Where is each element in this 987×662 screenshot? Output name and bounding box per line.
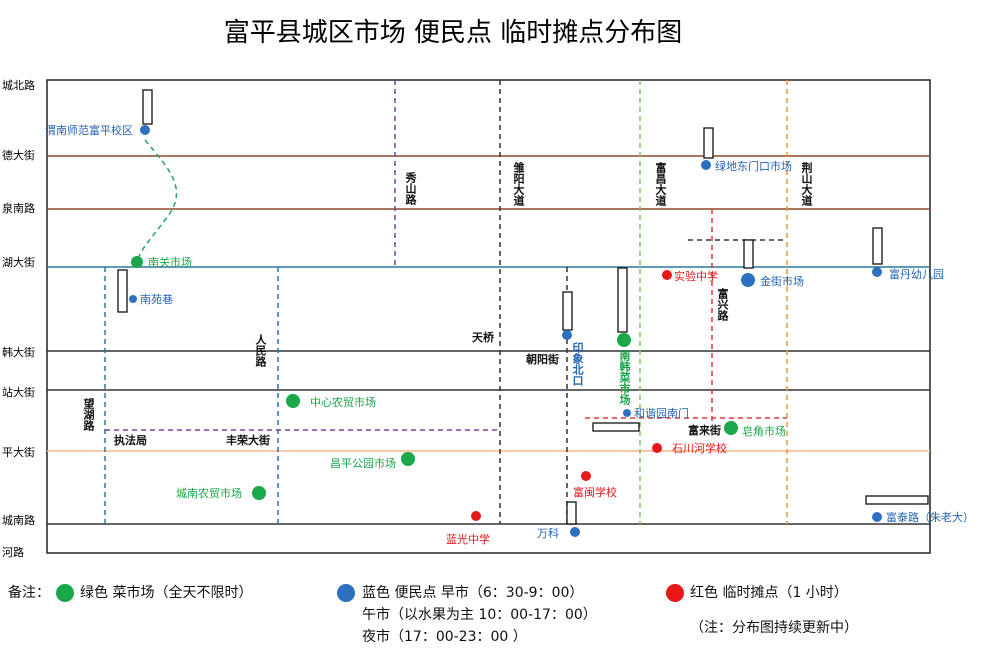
point-label: 昌平公园市场 bbox=[330, 456, 396, 470]
point-label: 金街市场 bbox=[760, 274, 804, 288]
bridge bbox=[743, 239, 754, 269]
map-title: 富平县城区市场 便民点 临时摊点分布图 bbox=[224, 18, 683, 48]
point-label: 富泰路（朱老大） bbox=[886, 510, 974, 524]
point-label: 中心农贸市场 bbox=[310, 395, 376, 409]
map-frame bbox=[46, 79, 931, 554]
point-label: 蓝光中学 bbox=[446, 532, 490, 546]
blue-dot bbox=[741, 273, 755, 287]
legend-swatch bbox=[56, 584, 74, 602]
blue-dot bbox=[701, 160, 711, 170]
street-label: 城北路 bbox=[2, 79, 35, 92]
street-label: 泉南路 bbox=[2, 201, 35, 215]
blue-dot bbox=[562, 330, 572, 340]
legend-text: 绿色 菜市场（全天不限时） bbox=[80, 584, 252, 601]
road-label: 望湖路 bbox=[82, 397, 95, 432]
legend: 备注： 绿色 菜市场（全天不限时） 蓝色 便民点 早市（6：30-9：00） 午… bbox=[8, 584, 858, 645]
red-dot bbox=[662, 270, 672, 280]
legend-text: 蓝色 便民点 早市（6：30-9：00） bbox=[362, 584, 583, 601]
blue-points: 渭南师范富平校区 绿地东门口市场 金街市场 富丹幼儿园 南苑巷 印象北口 和谐园… bbox=[45, 123, 974, 540]
blue-dot bbox=[570, 527, 580, 537]
point-label: 城南农贸市场 bbox=[176, 486, 242, 500]
blue-dot bbox=[140, 125, 150, 135]
red-dot bbox=[652, 443, 662, 453]
road-label: 天桥 bbox=[472, 330, 495, 344]
road-line bbox=[136, 139, 178, 263]
road-label: 富兴路 bbox=[716, 287, 729, 322]
point-label: 渭南师范富平校区 bbox=[45, 123, 133, 137]
road-labels: 秀山路 雏阳大道 富昌大道 荆山大道 人民路 望湖路 富兴路 天桥 朝阳街 丰荣… bbox=[82, 161, 813, 447]
road-label: 富昌大道 bbox=[654, 161, 667, 207]
street-labels: 城北路 德大街 泉南路 湖大街 韩大街 站大街 平大街 城南路 河路 bbox=[2, 79, 35, 559]
road-label: 执法局 bbox=[114, 433, 147, 447]
green-dot bbox=[401, 452, 415, 466]
legend-text: 午市（以水果为主 10：00-17：00） bbox=[362, 606, 597, 623]
point-label: 实验中学 bbox=[674, 269, 718, 283]
legend-swatch bbox=[337, 584, 355, 602]
street-label: 平大街 bbox=[2, 445, 35, 459]
bridge bbox=[865, 495, 929, 505]
road-label: 荆山大道 bbox=[800, 161, 813, 207]
road-label: 朝阳街 bbox=[526, 352, 559, 366]
street-label: 河路 bbox=[2, 546, 24, 559]
legend-swatch bbox=[666, 584, 684, 602]
bridge bbox=[562, 291, 573, 331]
red-dot bbox=[471, 511, 481, 521]
point-label: 富丹幼儿园 bbox=[889, 267, 944, 281]
blue-dot bbox=[623, 409, 631, 417]
point-label: 印象北口 bbox=[571, 342, 584, 387]
legend-note: 备注： bbox=[8, 584, 50, 601]
point-label: 石川河学校 bbox=[672, 441, 727, 455]
green-dot bbox=[252, 486, 266, 500]
road-label: 人民路 bbox=[254, 333, 267, 368]
point-label: 南韩菜市场 bbox=[618, 349, 632, 406]
road-label: 丰荣大街 bbox=[226, 433, 270, 447]
legend-text: 红色 临时摊点（1 小时） bbox=[690, 584, 848, 601]
point-label: 南关市场 bbox=[148, 255, 192, 269]
green-points: 南关市场 南韩菜市场 中心农贸市场 皂角市场 昌平公园市场 城南农贸市场 bbox=[131, 255, 786, 500]
point-label: 万科 bbox=[537, 526, 559, 540]
street-label: 湖大街 bbox=[2, 255, 35, 269]
legend-note: （注：分布图持续更新中） bbox=[690, 619, 858, 636]
point-label: 和谐园南门 bbox=[634, 406, 689, 420]
bridge bbox=[872, 227, 883, 265]
green-dot bbox=[131, 256, 143, 268]
street-label: 韩大街 bbox=[2, 345, 35, 359]
bridge bbox=[117, 269, 128, 313]
bridge bbox=[703, 127, 714, 159]
bridge bbox=[566, 501, 577, 525]
street-label: 德大街 bbox=[2, 148, 35, 162]
green-dot bbox=[617, 333, 631, 347]
bridge bbox=[142, 89, 153, 125]
road-label: 秀山路 bbox=[404, 171, 418, 206]
green-dot bbox=[286, 394, 300, 408]
bridges bbox=[117, 89, 929, 525]
blue-dot bbox=[872, 267, 882, 277]
blue-dot bbox=[872, 512, 882, 522]
bridge bbox=[592, 422, 640, 432]
road-label: 雏阳大道 bbox=[512, 161, 525, 207]
legend-text: 夜市（17：00-23：00 ） bbox=[362, 628, 527, 645]
point-label: 富闽学校 bbox=[573, 485, 617, 499]
road-lines bbox=[46, 79, 931, 554]
street-label: 城南路 bbox=[2, 514, 35, 527]
red-points: 实验中学 石川河学校 富闽学校 蓝光中学 bbox=[446, 269, 727, 546]
green-dot bbox=[724, 421, 738, 435]
bridge bbox=[617, 267, 628, 333]
street-label: 站大街 bbox=[2, 385, 35, 399]
red-dot bbox=[581, 471, 591, 481]
road-label: 富来街 bbox=[688, 423, 721, 437]
blue-dot bbox=[129, 295, 137, 303]
point-label: 绿地东门口市场 bbox=[715, 159, 792, 173]
point-label: 皂角市场 bbox=[742, 424, 786, 438]
point-label: 南苑巷 bbox=[140, 293, 173, 306]
